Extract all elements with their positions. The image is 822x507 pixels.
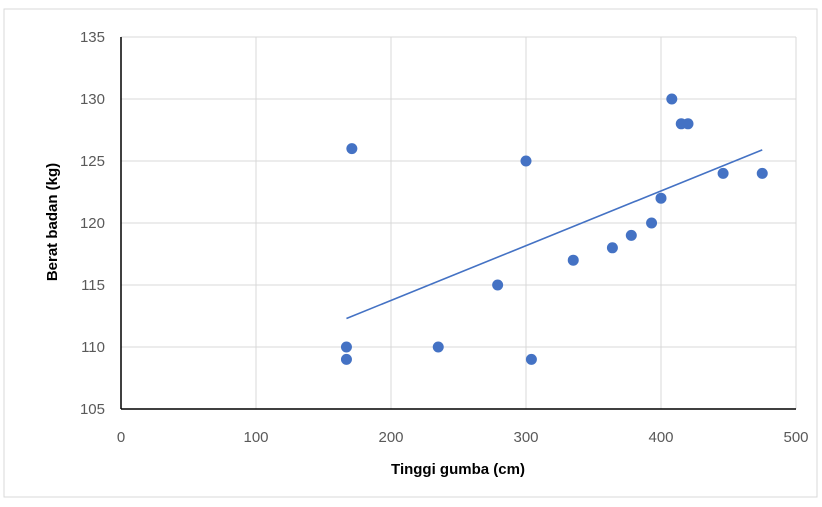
y-tick-label: 105 xyxy=(80,401,105,418)
data-point xyxy=(646,217,658,229)
y-tick-label: 115 xyxy=(81,277,105,294)
x-tick-label: 400 xyxy=(648,429,673,446)
y-tick-labels: 105 110 115 120 125 130 135 xyxy=(80,29,105,418)
data-point xyxy=(346,143,358,155)
y-tick-label: 120 xyxy=(80,215,105,232)
data-point xyxy=(655,192,667,204)
x-tick-label: 100 xyxy=(243,429,268,446)
x-tick-label: 500 xyxy=(783,429,808,446)
data-point xyxy=(432,341,444,353)
x-tick-label: 200 xyxy=(378,429,403,446)
trendline xyxy=(346,149,763,320)
y-tick-label: 135 xyxy=(80,29,105,46)
data-point xyxy=(682,118,694,130)
data-point xyxy=(606,242,618,254)
data-point xyxy=(756,167,768,179)
data-point xyxy=(520,155,532,167)
y-axis-title: Berat badan (kg) xyxy=(44,163,61,281)
gridlines xyxy=(121,36,797,409)
chart-frame xyxy=(3,8,818,498)
data-point xyxy=(717,167,729,179)
y-tick-label: 110 xyxy=(81,339,105,356)
data-point xyxy=(666,93,678,105)
data-point xyxy=(340,353,352,365)
x-tick-label: 0 xyxy=(117,429,125,446)
x-axis-title: Tinggi gumba (cm) xyxy=(391,461,525,478)
y-tick-label: 125 xyxy=(80,153,105,170)
y-tick-label: 130 xyxy=(80,91,105,108)
data-point xyxy=(525,353,537,365)
data-point xyxy=(625,229,637,241)
axes xyxy=(120,37,796,410)
data-point xyxy=(492,279,504,291)
trendline-group xyxy=(346,149,763,320)
data-point xyxy=(340,341,352,353)
x-tick-label: 300 xyxy=(513,429,538,446)
data-points xyxy=(340,93,768,365)
data-point xyxy=(567,254,579,266)
x-tick-labels: 0 100 200 300 400 500 xyxy=(117,429,809,446)
